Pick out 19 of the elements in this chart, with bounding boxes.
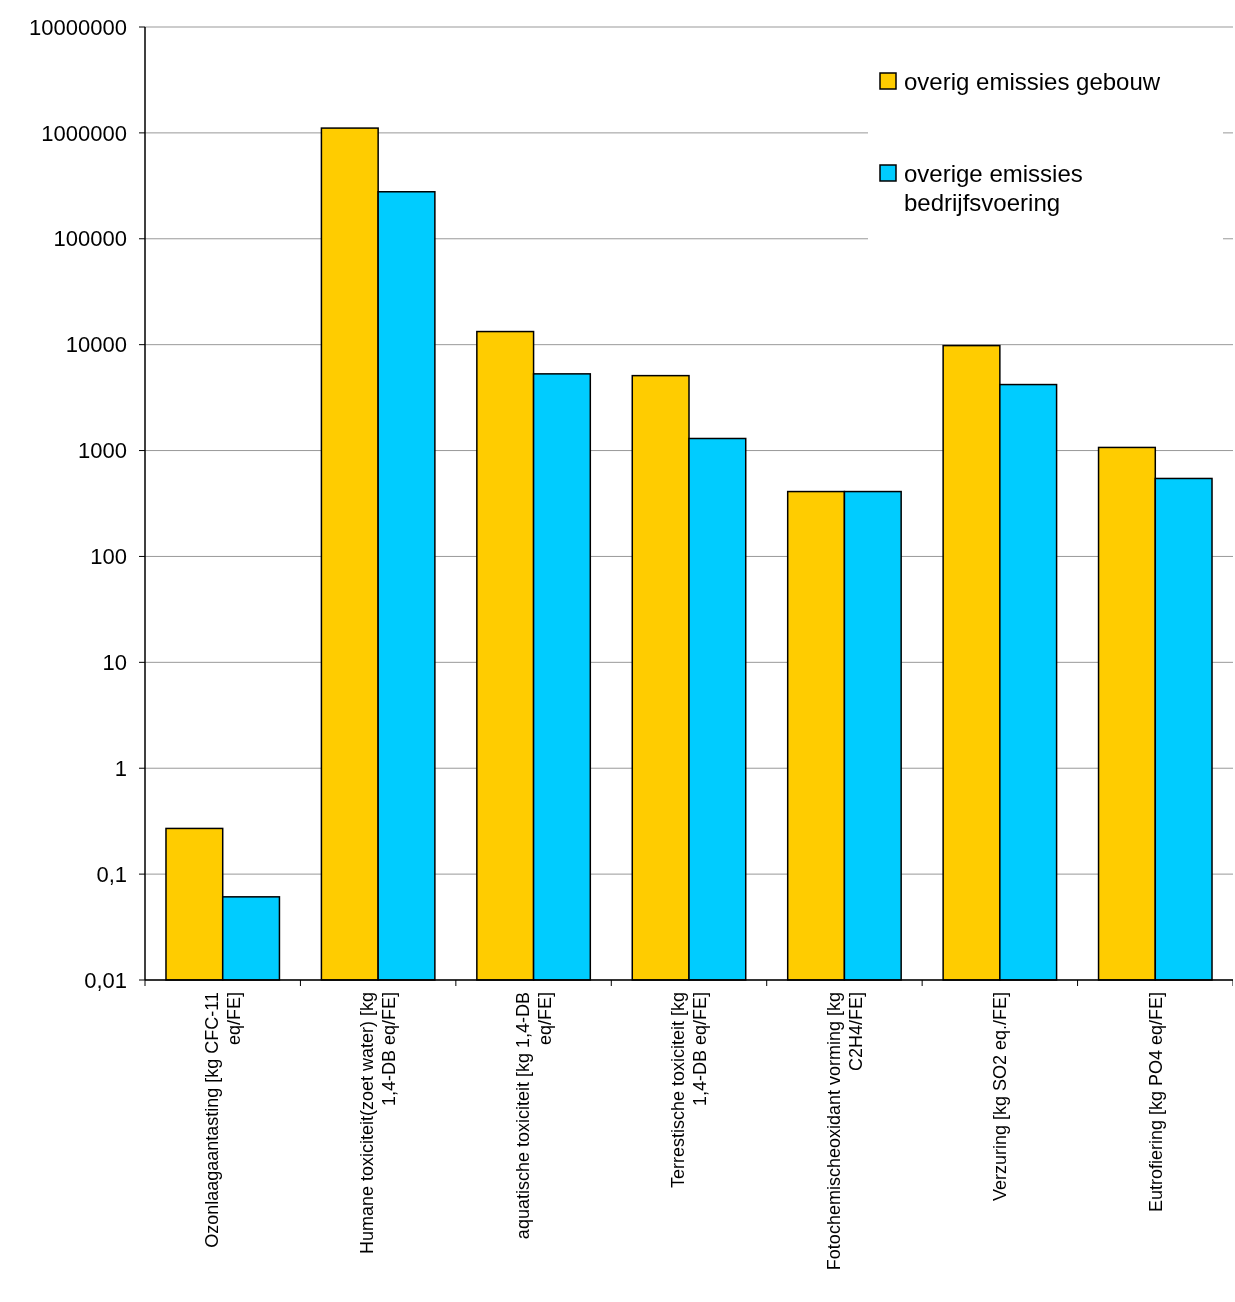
y-tick-label: 0,1 xyxy=(96,861,127,887)
y-tick-label: 10000 xyxy=(65,332,127,358)
y-tick-label: 10 xyxy=(102,650,127,676)
x-tick-label: Humane toxiciteit(zoet water) [kg 1,4-DB eq/FE] xyxy=(357,992,400,1255)
y-tick-label: 1000 xyxy=(78,438,127,464)
x-tick-label: Verzuring [kg SO2 eq./FE] xyxy=(990,992,1011,1202)
legend-label: overige emissies bedrijfsvoering xyxy=(904,160,1083,217)
x-tick-label: aquatische toxiciteit [kg 1,4-DB eq/FE] xyxy=(512,992,555,1240)
y-tick-label: 1 xyxy=(114,755,127,781)
y-tick-label: 10000000 xyxy=(29,14,127,40)
legend-label: overig emissies gebouw xyxy=(904,68,1161,96)
x-tick-label: Ozonlaagaantasting [kg CFC-11 eq/FE] xyxy=(202,992,245,1248)
y-tick-label: 100 xyxy=(90,544,127,570)
x-tick-label: Eutrofiering [kg PO4 eq/FE] xyxy=(1145,992,1166,1213)
x-tick-label: Terrestische toxiciteit [kg 1,4-DB eq/FE] xyxy=(668,992,711,1189)
y-tick-label: 1000000 xyxy=(41,120,127,146)
y-tick-label: 100000 xyxy=(53,226,127,252)
x-tick-label: Fotochemischeoxidant vorming [kg C2H4/FE] xyxy=(823,992,866,1271)
y-tick-label: 0,01 xyxy=(84,967,127,993)
